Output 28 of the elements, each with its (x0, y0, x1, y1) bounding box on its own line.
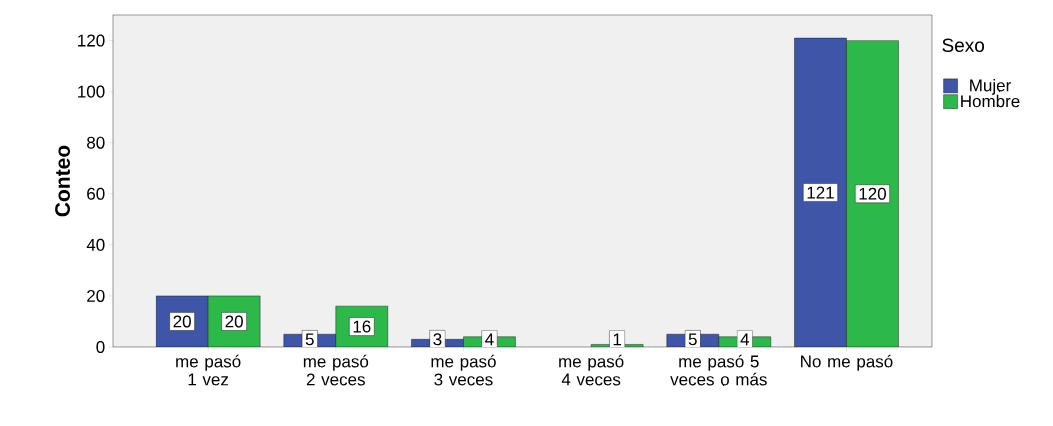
x-tick-label: me pasó 3 veces (431, 354, 496, 386)
x-tick-label: me pasó 2 veces (303, 354, 369, 386)
data-label: 4 (740, 333, 750, 346)
y-tick-label: 40 (86, 238, 105, 251)
y-tick-label: 80 (87, 136, 105, 149)
y-axis-title: Conteo (55, 145, 70, 217)
x-tick-label: me pasó 1 vez (176, 354, 241, 386)
y-tick-label: 20 (87, 289, 105, 302)
x-tick-label: me pasó 5 veces o más (670, 354, 767, 386)
data-label: 16 (353, 320, 371, 333)
data-label: 20 (173, 315, 191, 328)
data-label: 5 (305, 333, 314, 346)
y-tick-label: 0 (96, 340, 105, 354)
legend-label: Mujer (970, 78, 1011, 95)
x-tick-label: me pasó 4 veces (559, 354, 624, 386)
data-label: 5 (688, 333, 697, 346)
legend-title: Sexo (942, 38, 985, 52)
y-tick-label: 100 (78, 85, 105, 98)
data-label: 121 (807, 186, 834, 199)
data-label: 3 (433, 333, 442, 346)
data-label: 4 (485, 333, 494, 346)
x-tick-label: No me pasó (801, 354, 893, 371)
data-label: 120 (859, 187, 886, 200)
data-label: 20 (225, 315, 243, 328)
data-label: 1 (613, 333, 622, 346)
legend-label: Hombre (961, 94, 1020, 108)
y-tick-label: 60 (87, 187, 105, 200)
y-tick-label: 120 (78, 34, 105, 47)
